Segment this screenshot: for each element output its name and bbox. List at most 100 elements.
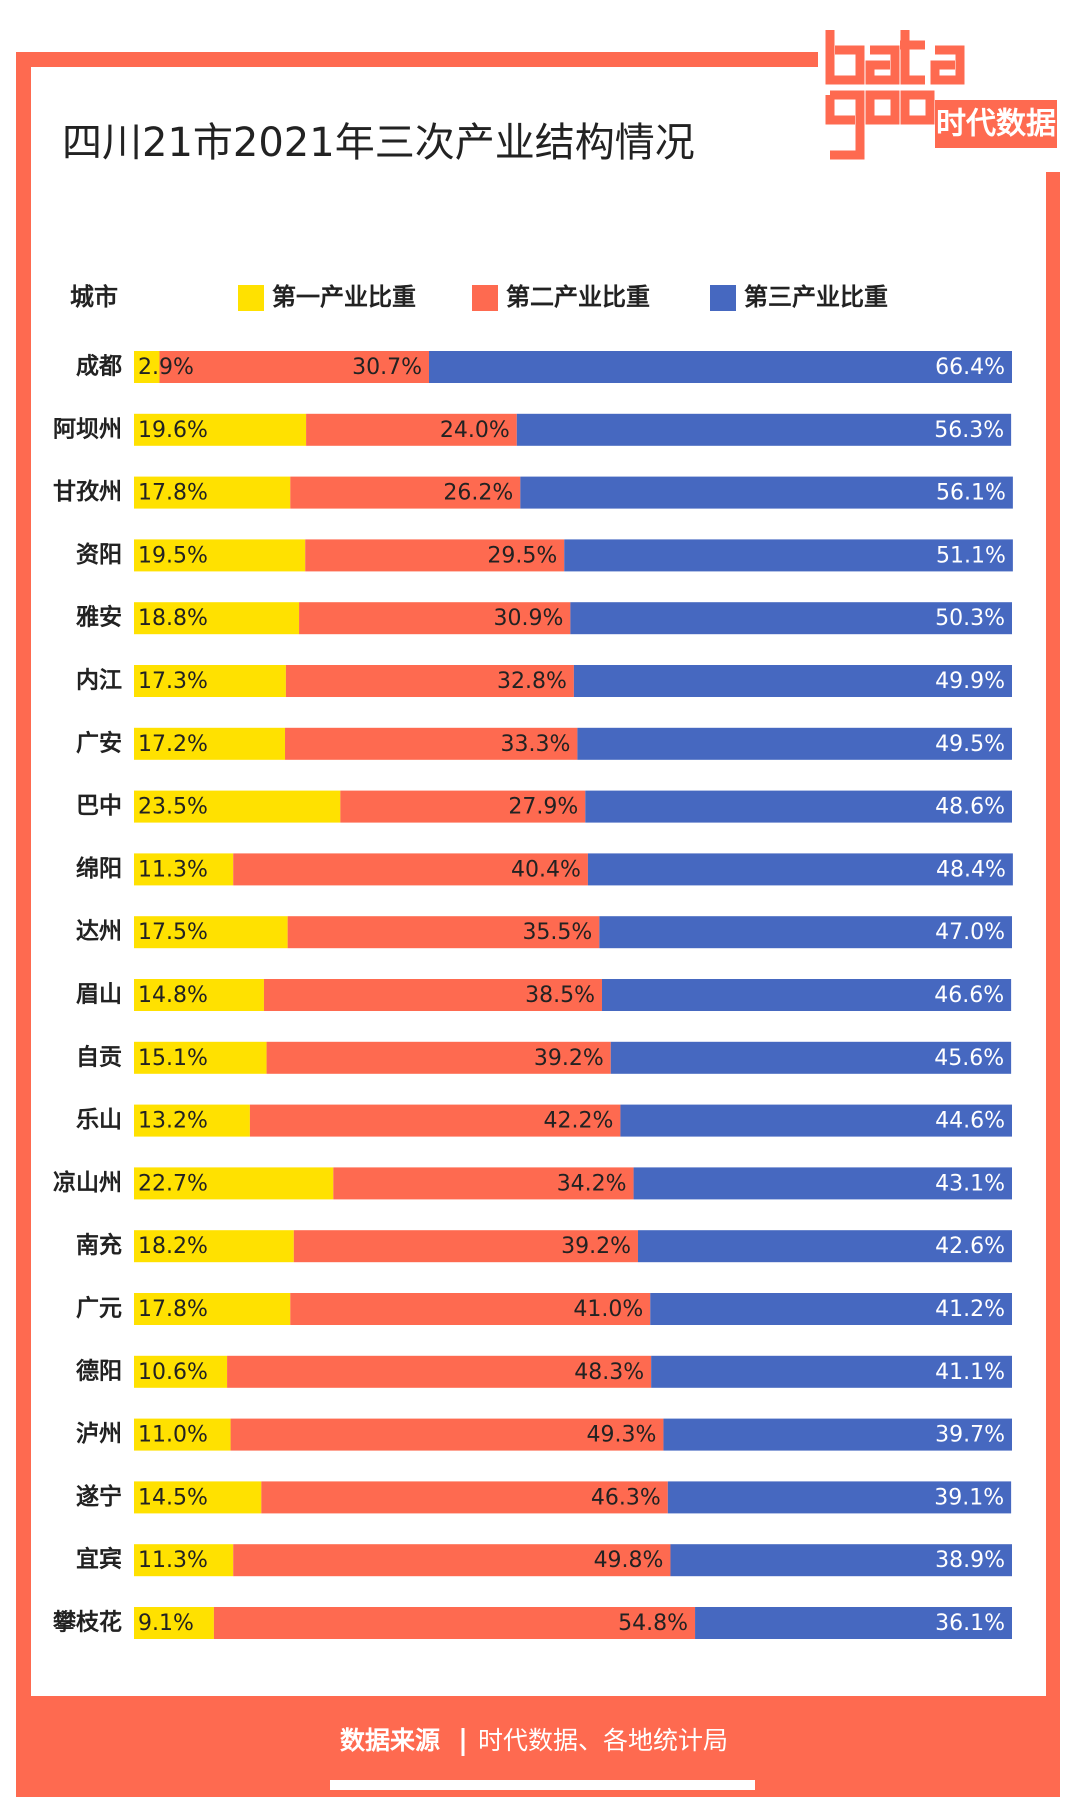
value-label: 49.3% bbox=[587, 1423, 657, 1448]
bar-segment bbox=[670, 1544, 1012, 1577]
value-label: 51.1% bbox=[936, 543, 1006, 568]
category-label: 甘孜州 bbox=[53, 478, 122, 505]
value-label: 19.5% bbox=[138, 543, 208, 568]
value-label: 46.3% bbox=[591, 1485, 661, 1510]
bar-segment bbox=[134, 1104, 250, 1137]
category-label: 达州 bbox=[76, 919, 122, 945]
bar-segment bbox=[570, 602, 1012, 635]
value-label: 15.1% bbox=[138, 1046, 208, 1071]
value-label: 44.6% bbox=[935, 1109, 1005, 1134]
category-label: 雅安 bbox=[76, 604, 122, 631]
bar-segment bbox=[266, 1041, 611, 1074]
bar-segment bbox=[249, 1104, 621, 1137]
value-label: 13.2% bbox=[138, 1109, 208, 1134]
value-label: 17.5% bbox=[138, 920, 208, 945]
value-label: 46.6% bbox=[934, 983, 1004, 1008]
bar-segment bbox=[333, 1167, 634, 1200]
logo-text: 时代数据 bbox=[936, 107, 1056, 142]
value-label: 23.5% bbox=[138, 795, 208, 820]
value-label: 30.7% bbox=[352, 355, 422, 380]
value-label: 38.9% bbox=[935, 1548, 1005, 1573]
value-label: 27.9% bbox=[508, 795, 578, 820]
category-label: 眉山 bbox=[76, 982, 122, 1008]
bar-segment bbox=[620, 1104, 1012, 1137]
value-label: 14.5% bbox=[138, 1485, 208, 1510]
bar-segment bbox=[564, 539, 1013, 572]
category-label: 遂宁 bbox=[76, 1483, 122, 1510]
bar-segment bbox=[233, 1544, 671, 1577]
bar-segment bbox=[134, 1544, 234, 1577]
category-label: 广元 bbox=[76, 1295, 122, 1322]
value-label: 11.0% bbox=[138, 1423, 208, 1448]
value-label: 11.3% bbox=[138, 857, 208, 882]
bar-segment bbox=[134, 1355, 228, 1388]
bar-segment bbox=[340, 790, 586, 823]
value-label: 17.8% bbox=[138, 481, 208, 506]
value-label: 18.2% bbox=[138, 1234, 208, 1259]
legend-swatch bbox=[472, 285, 498, 311]
value-label: 48.6% bbox=[935, 795, 1005, 820]
bar-segment bbox=[261, 1481, 668, 1514]
value-label: 56.1% bbox=[936, 481, 1006, 506]
bar-segment bbox=[134, 1230, 294, 1263]
value-label: 33.3% bbox=[500, 732, 570, 757]
value-label: 11.3% bbox=[138, 1548, 208, 1573]
category-label: 乐山 bbox=[76, 1107, 122, 1133]
bar-segment bbox=[227, 1355, 652, 1388]
legend-label: 第一产业比重 bbox=[272, 283, 416, 311]
value-label: 41.1% bbox=[935, 1360, 1005, 1385]
bar-segment bbox=[134, 916, 288, 949]
category-label: 凉山州 bbox=[53, 1169, 122, 1196]
bar-segment bbox=[573, 665, 1012, 697]
bar-segment bbox=[159, 351, 430, 383]
value-label: 49.5% bbox=[935, 732, 1005, 757]
category-label: 成都 bbox=[76, 354, 122, 380]
bar-segment bbox=[134, 1167, 334, 1200]
value-label: 36.1% bbox=[935, 1611, 1005, 1636]
bar-segment bbox=[134, 1607, 214, 1639]
value-label: 39.2% bbox=[561, 1234, 631, 1259]
bar-segment bbox=[577, 727, 1012, 760]
bar-segment bbox=[516, 413, 1012, 446]
legend-label: 第三产业比重 bbox=[744, 283, 888, 311]
value-label: 48.3% bbox=[574, 1360, 644, 1385]
value-label: 40.4% bbox=[511, 857, 581, 882]
category-label: 资阳 bbox=[76, 542, 122, 568]
bar-segment bbox=[650, 1293, 1012, 1325]
value-label: 48.4% bbox=[936, 857, 1006, 882]
bar-segment bbox=[134, 1041, 267, 1074]
category-label: 南充 bbox=[76, 1232, 122, 1259]
bar-segment bbox=[134, 1418, 231, 1451]
value-label: 19.6% bbox=[138, 418, 208, 443]
bar-segment bbox=[306, 413, 517, 446]
value-label: 41.0% bbox=[573, 1297, 643, 1322]
category-label: 广安 bbox=[76, 729, 122, 756]
bar-segment bbox=[520, 476, 1013, 509]
bar-segment bbox=[299, 602, 571, 635]
bar-segment bbox=[667, 1481, 1012, 1514]
category-label: 绵阳 bbox=[76, 855, 122, 882]
bar-segment bbox=[213, 1607, 696, 1639]
bar-segment bbox=[293, 1230, 638, 1263]
logo-badge bbox=[935, 100, 1057, 148]
bar-segment bbox=[610, 1041, 1012, 1074]
value-label: 32.8% bbox=[497, 669, 567, 694]
bar-segment bbox=[134, 351, 160, 383]
bar-segment bbox=[134, 727, 286, 760]
bar-segment bbox=[134, 790, 341, 823]
bar-segment bbox=[663, 1418, 1012, 1451]
bar-segment bbox=[633, 1167, 1012, 1200]
bar-segment bbox=[290, 1293, 651, 1325]
category-label: 自贡 bbox=[76, 1043, 122, 1070]
logo-mark bbox=[825, 30, 965, 160]
value-label: 9.1% bbox=[138, 1611, 194, 1636]
bar-segment bbox=[285, 665, 574, 697]
value-label: 39.1% bbox=[934, 1485, 1004, 1510]
value-label: 49.9% bbox=[935, 669, 1005, 694]
bar-segment bbox=[263, 979, 602, 1011]
bar-segment bbox=[134, 413, 307, 446]
value-label: 18.8% bbox=[138, 606, 208, 631]
value-label: 10.6% bbox=[138, 1360, 208, 1385]
bar-segment bbox=[429, 351, 1012, 383]
